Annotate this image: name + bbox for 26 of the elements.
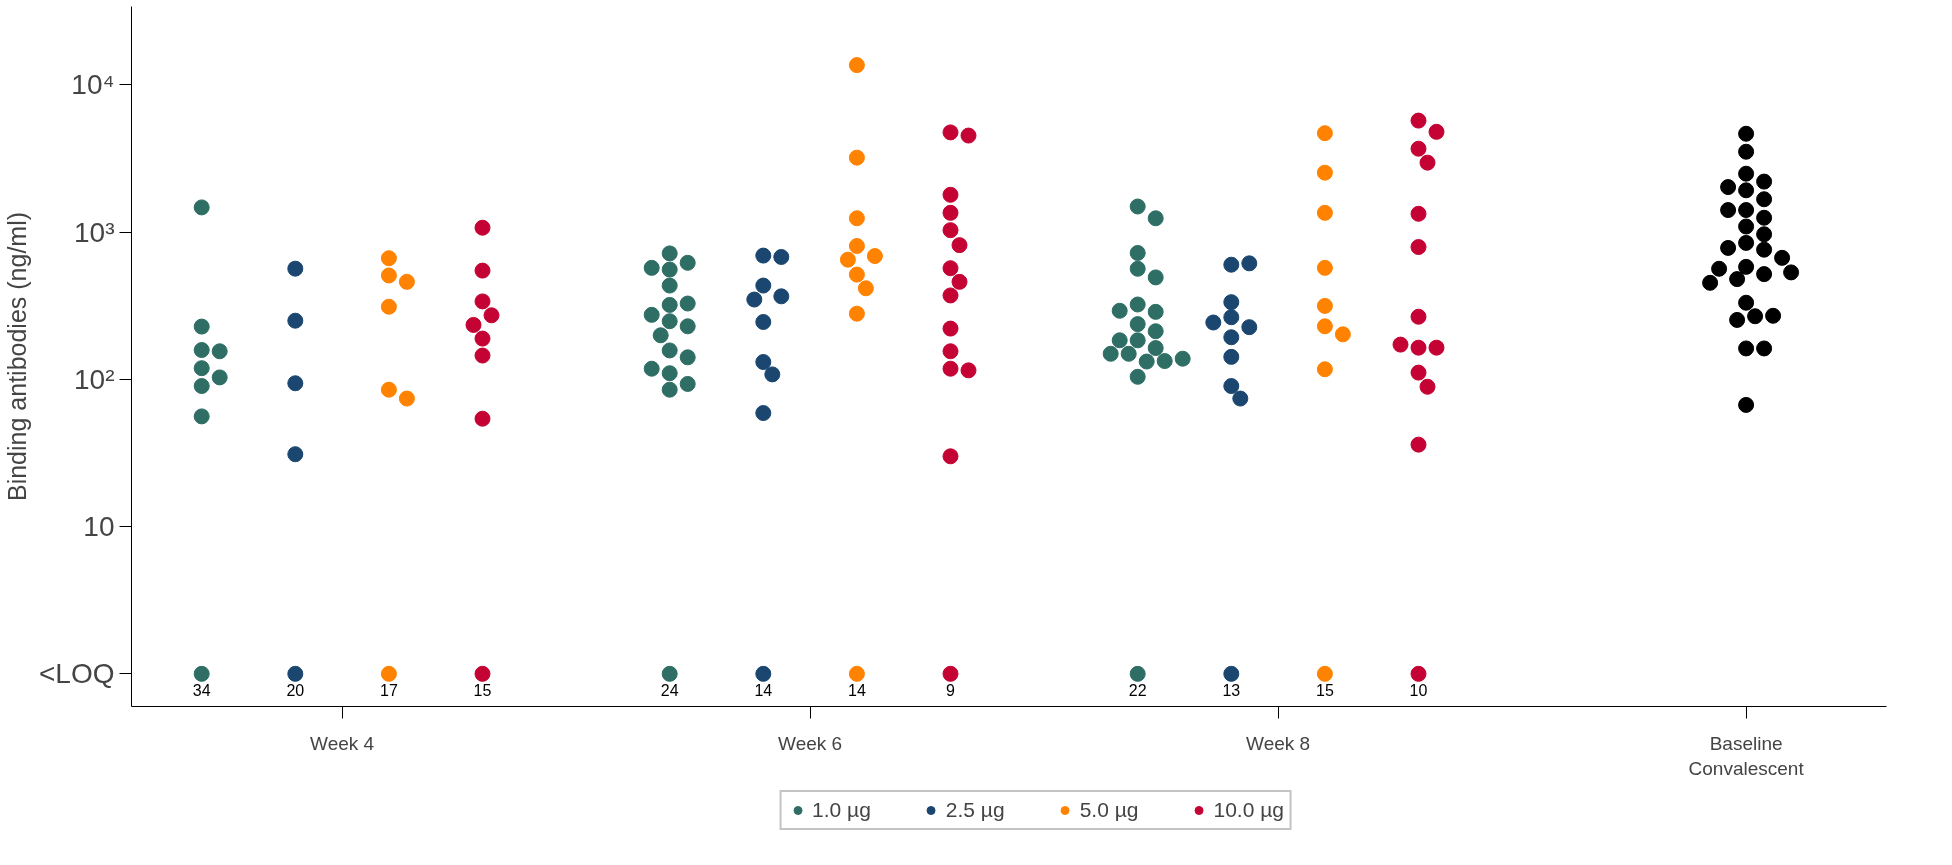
- legend-label: 5.0 µg: [1079, 798, 1139, 822]
- annotation: 20: [286, 681, 305, 699]
- annotation: 34: [192, 681, 211, 699]
- y-axis-title: Binding antibodies (ng/ml): [3, 211, 32, 502]
- x-tick-label: Week 8: [1246, 732, 1311, 754]
- legend-label: 1.0 µg: [812, 798, 871, 822]
- annotation: 9: [946, 681, 956, 699]
- annotation: 13: [1222, 681, 1241, 699]
- annotation: 14: [754, 681, 773, 699]
- y-tick-label: 10³: [74, 216, 115, 248]
- y-tick-label: 10⁴: [71, 69, 115, 101]
- annotation: 22: [1128, 681, 1147, 699]
- x-tick-label: Week 6: [778, 732, 843, 754]
- annotation: 15: [1316, 681, 1334, 699]
- x-tick-label: Baseline Convalescent: [1688, 732, 1805, 779]
- y-tick-label: 10: [83, 511, 115, 543]
- annotation: 14: [848, 681, 866, 699]
- y-tick-label: <LOQ: [39, 658, 115, 690]
- legend-label: 10.0 µg: [1213, 798, 1284, 822]
- legend-label: 2.5 µg: [945, 798, 1005, 822]
- y-tick-label: 10²: [74, 363, 115, 395]
- annotation: 10: [1409, 681, 1428, 699]
- annotation: 17: [380, 681, 398, 699]
- annotation: 15: [473, 681, 492, 699]
- annotation: 24: [660, 681, 679, 699]
- x-tick-label: Week 4: [310, 732, 375, 754]
